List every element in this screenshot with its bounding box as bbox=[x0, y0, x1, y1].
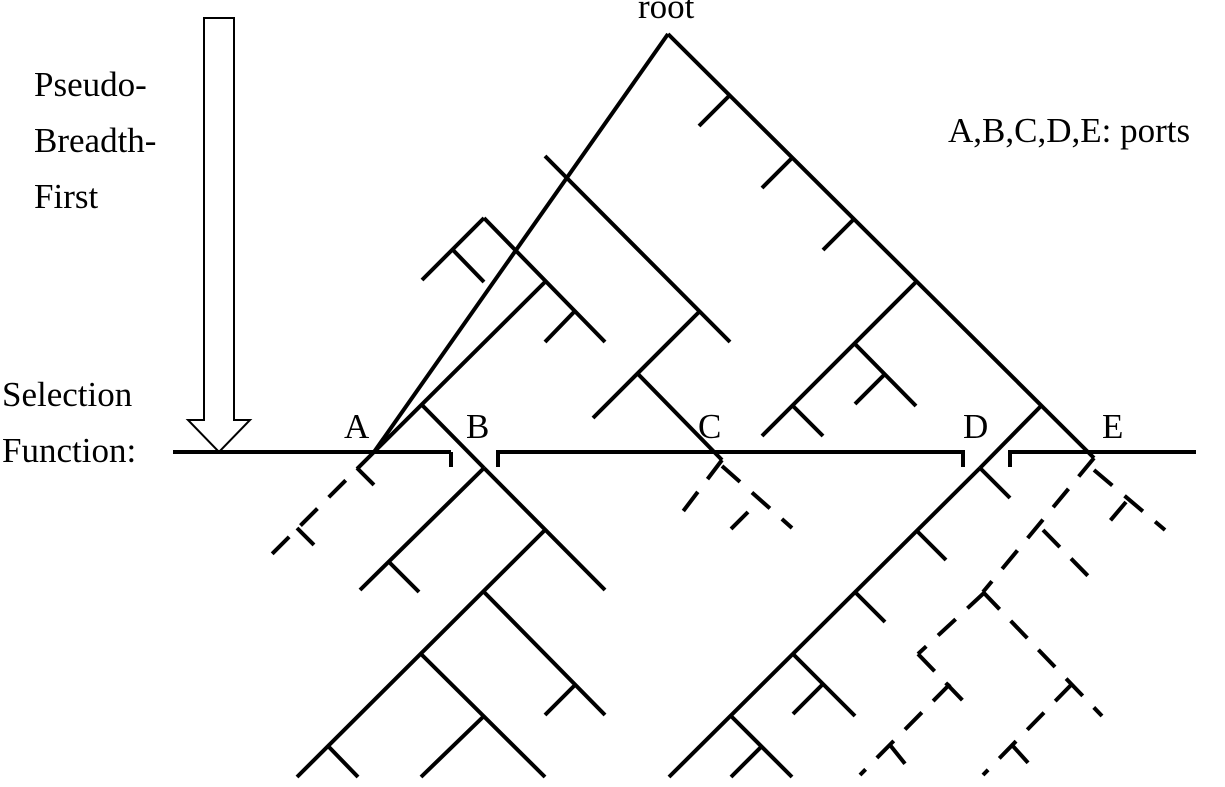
port-label-d: D bbox=[963, 407, 988, 446]
lower-left-tree bbox=[295, 466, 607, 779]
down-arrow bbox=[185, 17, 253, 454]
selection-label-line2: Function: bbox=[2, 431, 136, 470]
strategy-label-line2: Breadth- bbox=[34, 121, 156, 160]
selection-label-line1: Selection bbox=[2, 375, 132, 414]
port-label-e: E bbox=[1102, 407, 1123, 446]
strategy-label-line3: First bbox=[34, 177, 98, 216]
lower-right-tree bbox=[667, 466, 1012, 779]
port-label-c: C bbox=[698, 407, 721, 446]
selection-line bbox=[173, 450, 1196, 467]
port-label-a: A bbox=[344, 407, 370, 446]
root-label: root bbox=[638, 0, 695, 26]
legend-label: A,B,C,D,E: ports bbox=[948, 111, 1190, 150]
upper-tree bbox=[372, 32, 1096, 470]
port-label-b: B bbox=[466, 407, 489, 446]
strategy-label-line1: Pseudo- bbox=[34, 65, 147, 104]
pruned-branches bbox=[264, 450, 1167, 777]
